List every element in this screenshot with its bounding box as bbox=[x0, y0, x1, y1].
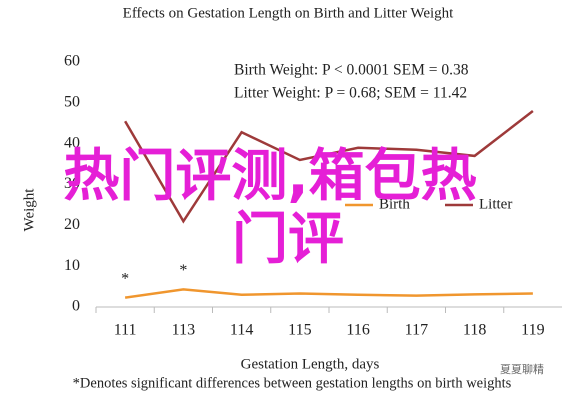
y-tick-label: 0 bbox=[72, 298, 80, 315]
legend-label: Birth bbox=[379, 196, 410, 212]
x-tick-label: 117 bbox=[405, 322, 428, 339]
series-line bbox=[124, 110, 534, 224]
x-axis-label: Gestation Length, days bbox=[241, 356, 380, 372]
y-axis-label: Weight bbox=[21, 188, 37, 232]
annotation: Litter Weight: P = 0.68; SEM = 11.42 bbox=[234, 85, 467, 102]
x-tick-label: 113 bbox=[172, 322, 195, 339]
chart-title: Effects on Gestation Length on Birth and… bbox=[123, 5, 454, 21]
y-tick-label: 40 bbox=[64, 134, 80, 151]
significance-label: * bbox=[179, 262, 187, 279]
x-tick-label: 116 bbox=[346, 322, 369, 339]
annotation: Birth Weight: P < 0.0001 SEM = 0.38 bbox=[234, 62, 469, 79]
footnote: *Denotes significant differences between… bbox=[73, 375, 512, 391]
plot-area: 0 10 20 30 40 50 60 111 113 114 115 116 117 118 119 * * B… bbox=[64, 53, 562, 339]
y-tick-label: 60 bbox=[64, 53, 80, 70]
significance-label: * bbox=[121, 270, 129, 287]
x-tick-label: 115 bbox=[288, 322, 311, 339]
overlay-text: 门评 bbox=[232, 207, 344, 272]
overlay: 热门评测,箱包热 门评 bbox=[63, 144, 476, 272]
x-tick-label: 111 bbox=[114, 322, 137, 339]
x-tick-label: 119 bbox=[521, 322, 544, 339]
y-tick-label: 50 bbox=[64, 94, 80, 111]
x-tick-label: 114 bbox=[230, 322, 253, 339]
y-tick-label: 10 bbox=[64, 257, 80, 274]
series-line bbox=[124, 288, 533, 299]
y-tick-label: 20 bbox=[64, 216, 80, 233]
y-tick-label: 30 bbox=[64, 175, 80, 192]
watermark: 夏夏聊精 bbox=[500, 362, 544, 376]
x-tick-label: 118 bbox=[463, 322, 486, 339]
legend-label: Litter bbox=[479, 196, 512, 212]
overlay-text: 热门评测,箱包热 bbox=[63, 144, 476, 209]
